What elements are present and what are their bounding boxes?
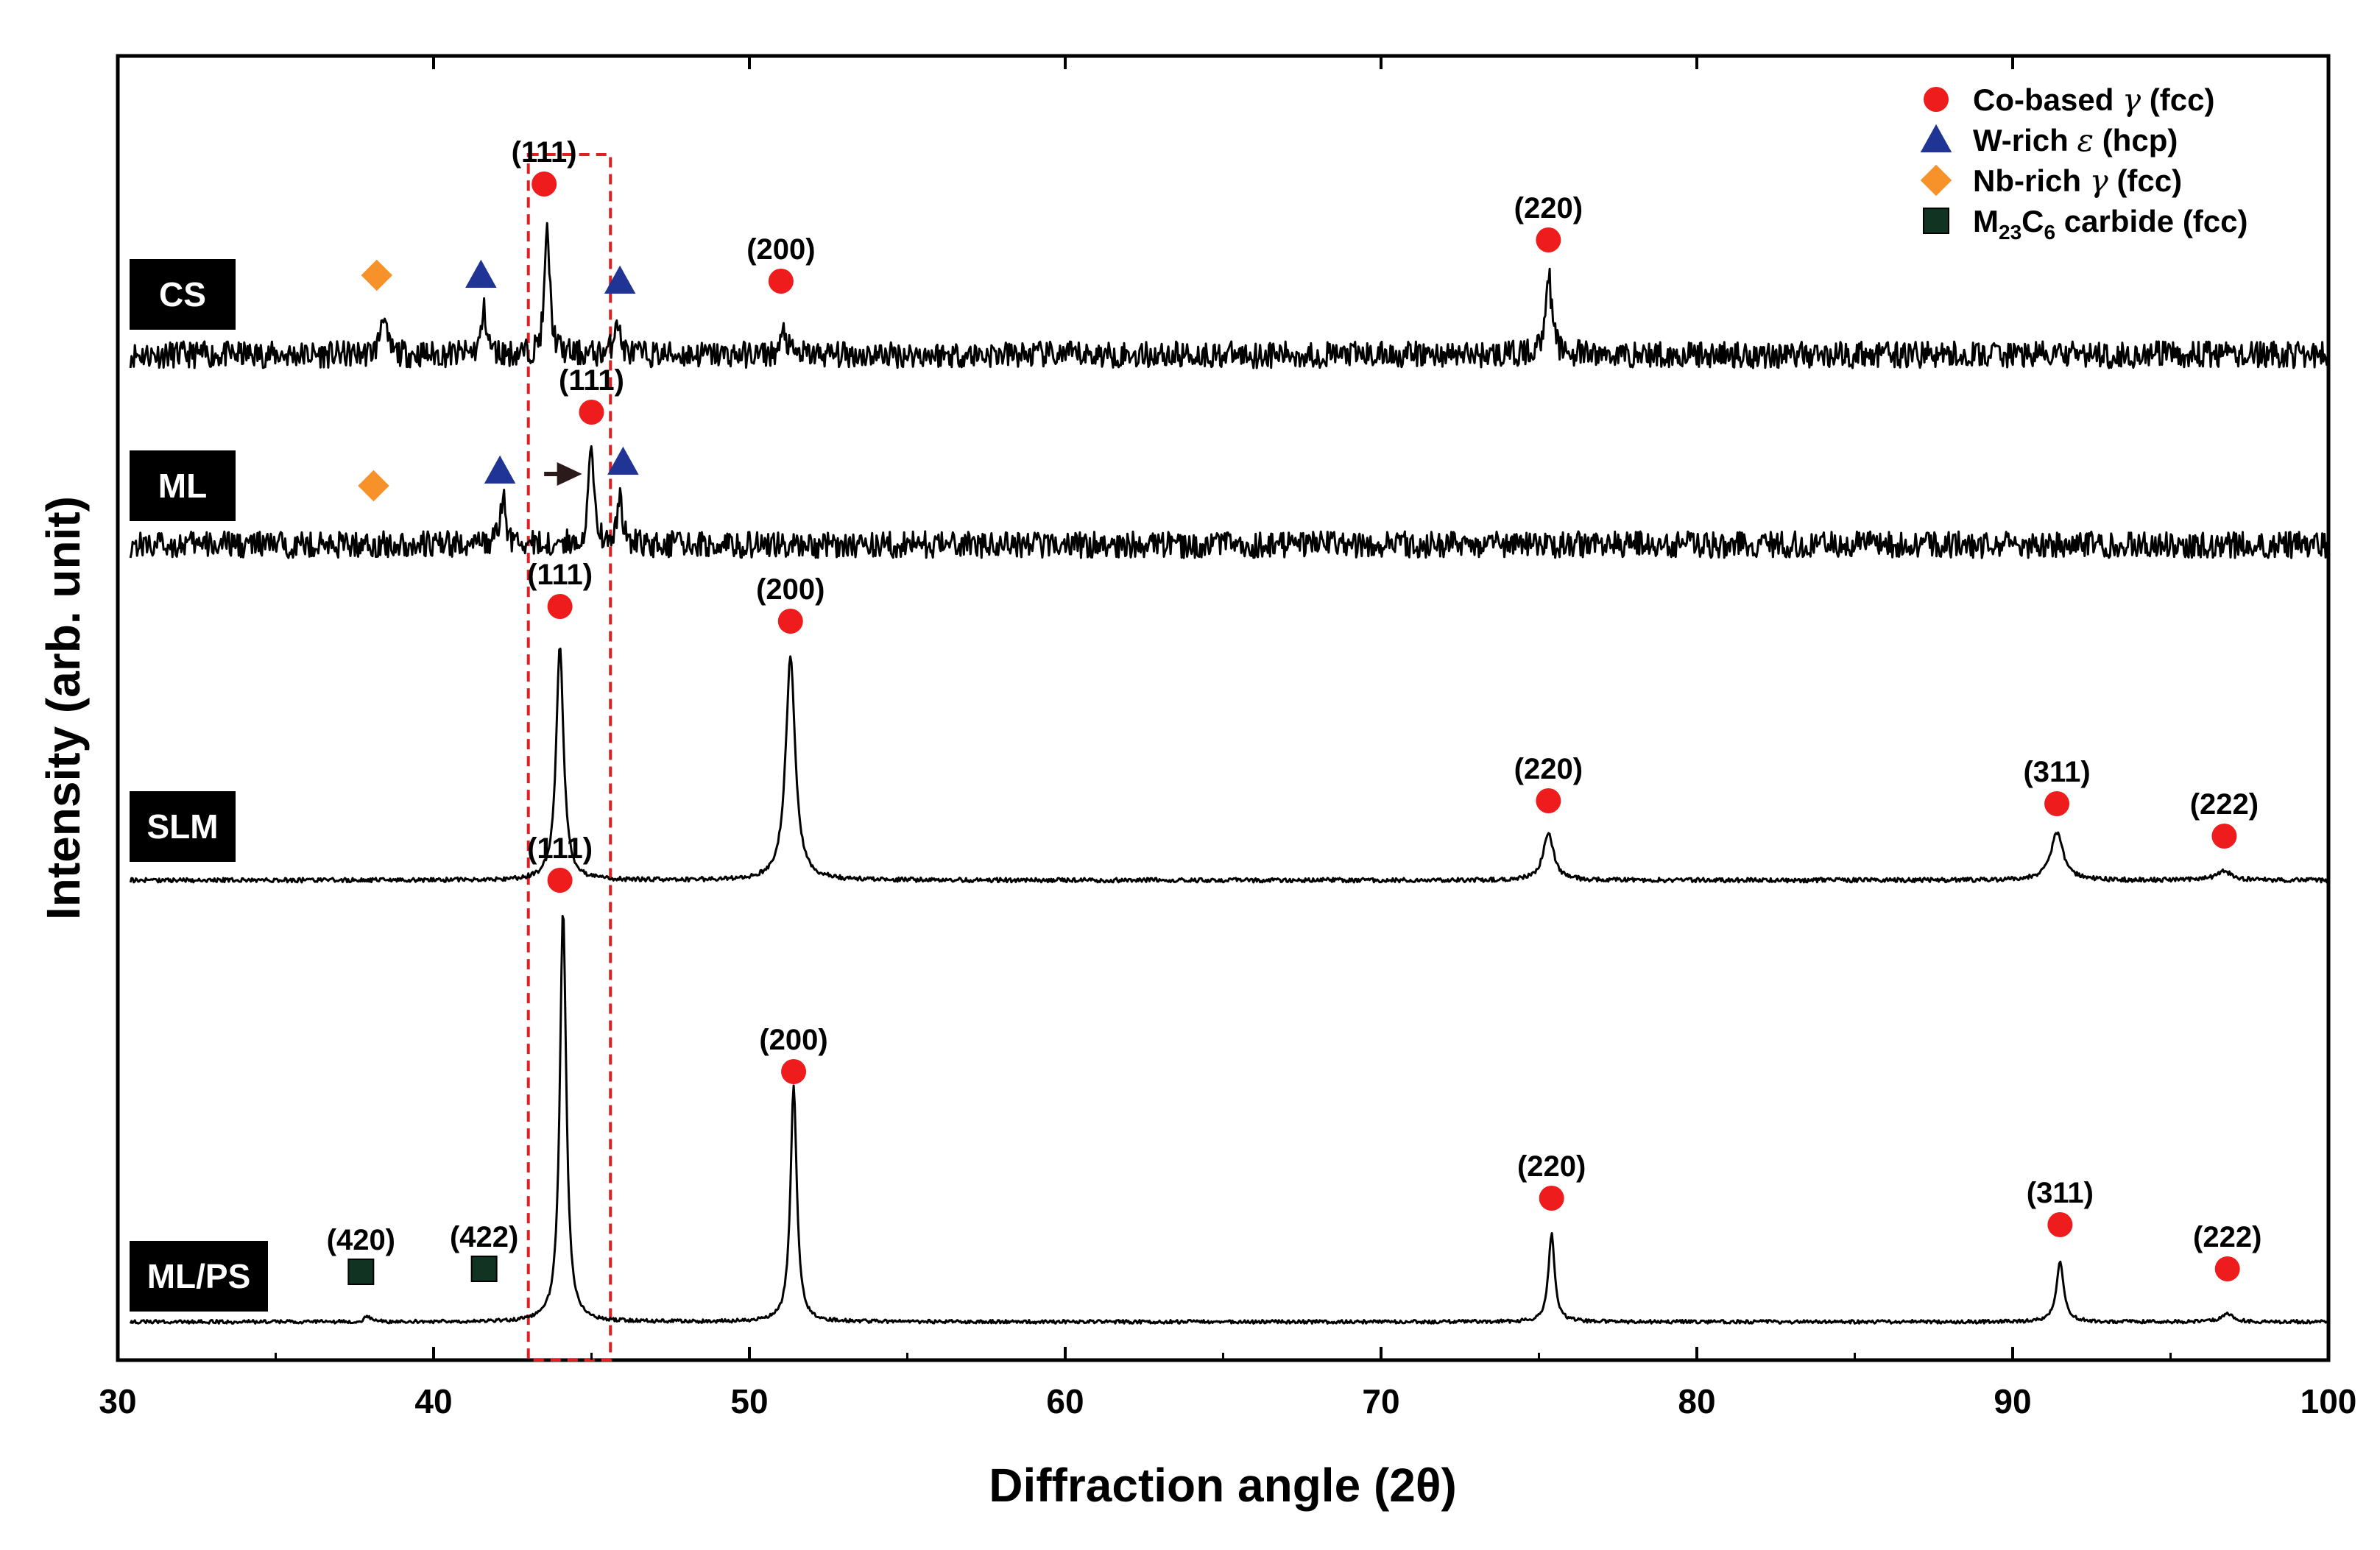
peak-marker-triangle	[484, 455, 516, 484]
peak-marker-triangle	[604, 265, 636, 294]
legend-marker-circle	[1924, 87, 1949, 112]
legend-entry-diamond: Nb-rich γ (fcc)	[1920, 163, 2182, 199]
peak-label: (220)	[1514, 192, 1583, 224]
sample-label-text: SLM	[146, 807, 218, 846]
peak-marker-circle	[1536, 788, 1561, 813]
x-tick-label: 80	[1678, 1382, 1715, 1420]
peak-marker-circle	[2211, 824, 2237, 849]
shift-arrow-head	[557, 462, 582, 486]
sample-label-ml-ps: ML/PS	[130, 1241, 268, 1312]
sample-label-box	[130, 1241, 268, 1312]
peak-marker-circle	[2044, 791, 2070, 816]
x-tick-label: 90	[1994, 1382, 2031, 1420]
peak-label: (222)	[2193, 1221, 2261, 1253]
legend-entry-triangle: W-rich ε (hcp)	[1920, 122, 2178, 158]
peak-label: (111)	[512, 136, 577, 169]
highlight-region	[526, 153, 612, 1362]
peak-label: (220)	[1517, 1150, 1586, 1183]
x-axis-title: Diffraction angle (2θ)	[989, 1459, 1457, 1512]
peak-marker-circle	[777, 609, 803, 634]
peak-marker-circle	[781, 1059, 807, 1084]
x-tick-label: 40	[414, 1382, 452, 1420]
peak-marker-square	[347, 1259, 375, 1285]
peak-label: (420)	[327, 1224, 395, 1256]
series-line-ml-ps	[129, 915, 2328, 1325]
peak-marker-square	[470, 1256, 498, 1282]
legend-label: M23C6 carbide (fcc)	[1973, 204, 2248, 244]
peak-label: (111)	[559, 364, 624, 397]
legend-marker-triangle	[1920, 124, 1952, 152]
peak-label: (200)	[756, 573, 824, 606]
peak-label: (200)	[759, 1024, 827, 1056]
peak-marker-circle	[2047, 1212, 2073, 1237]
y-axis-title: Intensity (arb. unit)	[37, 496, 90, 920]
sample-label-box	[130, 791, 236, 862]
sample-label-box	[130, 450, 236, 521]
peak-marker-circle	[1536, 227, 1561, 252]
peak-marker-circle	[1539, 1186, 1564, 1211]
legend-marker-square	[1923, 208, 1949, 234]
x-tick-label: 60	[1046, 1382, 1084, 1420]
peak-marker-triangle	[607, 446, 639, 475]
x-tick-label: 70	[1362, 1382, 1399, 1420]
peak-marker-circle	[2214, 1256, 2240, 1281]
peak-label: (222)	[2190, 788, 2259, 821]
peak-marker-circle	[579, 400, 604, 425]
series-line-ml	[129, 445, 2329, 559]
peak-marker-triangle	[465, 259, 497, 288]
peak-marker-circle	[547, 594, 573, 619]
legend-entry-square: M23C6 carbide (fcc)	[1923, 204, 2248, 244]
x-tick-label: 30	[99, 1382, 136, 1420]
series-line-cs	[129, 222, 2329, 369]
peak-marker-circle	[532, 171, 557, 197]
peak-label: (311)	[2027, 1177, 2094, 1209]
series-line-slm	[129, 647, 2329, 884]
legend-marker-diamond	[1920, 164, 1952, 197]
peak-label: (111)	[527, 832, 593, 865]
sample-label-text: ML/PS	[147, 1257, 251, 1295]
legend-label: Nb-rich γ (fcc)	[1973, 163, 2182, 199]
sample-label-box	[130, 259, 236, 330]
peak-label: (311)	[2023, 756, 2090, 788]
sample-label-cs: CS	[130, 259, 236, 330]
x-tick-label: 50	[730, 1382, 768, 1420]
peak-marker-diamond	[358, 470, 389, 502]
legend-label: W-rich ε (hcp)	[1973, 122, 2178, 158]
peak-marker-circle	[547, 868, 573, 893]
peak-label: (111)	[527, 559, 593, 591]
sample-label-ml: ML	[130, 450, 236, 521]
x-tick-label: 100	[2300, 1382, 2357, 1420]
peak-label: (422)	[450, 1221, 518, 1253]
legend-entry-circle: Co-based γ (fcc)	[1924, 82, 2215, 118]
peak-label: (220)	[1514, 753, 1583, 785]
sample-label-slm: SLM	[130, 791, 236, 862]
peak-label: (200)	[746, 233, 815, 266]
sample-label-text: CS	[159, 275, 206, 314]
sample-label-text: ML	[158, 467, 207, 505]
peak-marker-diamond	[361, 259, 393, 291]
peak-marker-circle	[768, 269, 794, 294]
legend-label: Co-based γ (fcc)	[1973, 82, 2215, 118]
